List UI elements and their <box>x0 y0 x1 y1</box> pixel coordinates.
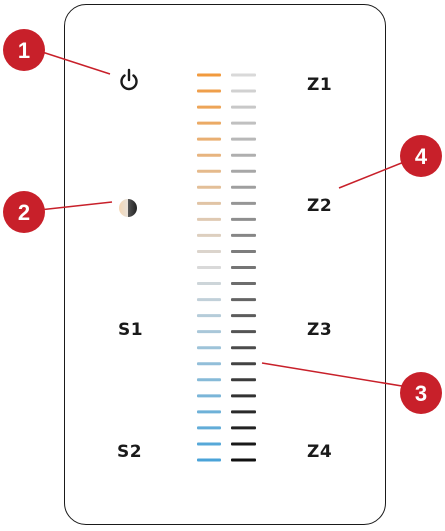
brightness-bar[interactable] <box>231 314 256 318</box>
temperature-bar[interactable] <box>197 233 221 237</box>
temperature-bar[interactable] <box>197 442 221 446</box>
brightness-bar[interactable] <box>231 137 256 141</box>
callout-1: 1 <box>3 29 45 71</box>
brightness-bar[interactable] <box>231 121 256 125</box>
temperature-bar[interactable] <box>197 217 221 221</box>
brightness-bar[interactable] <box>231 426 256 430</box>
temperature-bar[interactable] <box>197 378 221 382</box>
brightness-bar[interactable] <box>231 298 256 302</box>
brightness-bar[interactable] <box>231 153 256 157</box>
scene-1-button[interactable]: S1 <box>118 320 144 340</box>
brightness-bar[interactable] <box>231 89 256 93</box>
temperature-bar[interactable] <box>197 346 221 350</box>
temperature-bar[interactable] <box>197 89 221 93</box>
temperature-bar[interactable] <box>197 249 221 253</box>
zone-3-button[interactable]: Z3 <box>307 320 333 340</box>
brightness-bar[interactable] <box>231 266 256 269</box>
brightness-bar[interactable] <box>231 442 256 446</box>
temperature-bar[interactable] <box>197 153 221 157</box>
temperature-bar[interactable] <box>197 330 221 334</box>
brightness-slider[interactable] <box>231 73 256 462</box>
svg-text:4: 4 <box>415 144 428 169</box>
callout-4: 4 <box>400 135 442 177</box>
temperature-slider[interactable] <box>197 73 221 462</box>
temperature-bar[interactable] <box>197 314 221 318</box>
brightness-bar[interactable] <box>231 73 256 77</box>
brightness-bar[interactable] <box>231 185 256 189</box>
temperature-bar[interactable] <box>197 185 221 189</box>
temperature-bar[interactable] <box>197 362 221 366</box>
svg-text:3: 3 <box>415 381 427 406</box>
wall-panel <box>64 4 386 525</box>
brightness-bar[interactable] <box>231 217 256 221</box>
brightness-bar[interactable] <box>231 378 256 382</box>
color-temperature-icon[interactable] <box>119 199 137 217</box>
brightness-bar[interactable] <box>231 362 256 366</box>
temperature-bar[interactable] <box>197 121 221 125</box>
power-icon[interactable] <box>120 68 138 91</box>
zone-2-button[interactable]: Z2 <box>307 196 333 216</box>
brightness-bar[interactable] <box>231 233 256 237</box>
callout-2: 2 <box>3 191 45 233</box>
brightness-bar[interactable] <box>231 346 256 350</box>
temperature-bar[interactable] <box>197 298 221 302</box>
temperature-bar[interactable] <box>197 410 221 414</box>
temperature-bar[interactable] <box>197 105 221 109</box>
brightness-bar[interactable] <box>231 330 256 334</box>
temperature-bar[interactable] <box>197 73 221 77</box>
temperature-bar[interactable] <box>197 169 221 173</box>
svg-text:2: 2 <box>18 200 30 225</box>
callout-1-leader <box>35 49 111 75</box>
temperature-bar[interactable] <box>197 266 221 269</box>
temperature-bar[interactable] <box>197 394 221 398</box>
brightness-bar[interactable] <box>231 282 256 286</box>
temperature-bar[interactable] <box>197 201 221 205</box>
brightness-bar[interactable] <box>231 105 256 109</box>
brightness-bar[interactable] <box>231 410 256 414</box>
zone-1-button[interactable]: Z1 <box>307 75 333 95</box>
svg-text:1: 1 <box>18 38 30 63</box>
brightness-bar[interactable] <box>231 394 256 398</box>
temperature-bar[interactable] <box>197 282 221 286</box>
brightness-bar[interactable] <box>231 169 256 173</box>
temperature-bar[interactable] <box>197 137 221 141</box>
brightness-bar[interactable] <box>231 458 256 462</box>
scene-2-button[interactable]: S2 <box>117 442 143 462</box>
zone-4-button[interactable]: Z4 <box>307 442 333 462</box>
callout-3-leader <box>261 362 415 389</box>
callout-3: 3 <box>400 372 442 414</box>
brightness-bar[interactable] <box>231 201 256 205</box>
brightness-bar[interactable] <box>231 249 256 253</box>
temperature-bar[interactable] <box>197 426 221 430</box>
temperature-bar[interactable] <box>197 458 221 462</box>
